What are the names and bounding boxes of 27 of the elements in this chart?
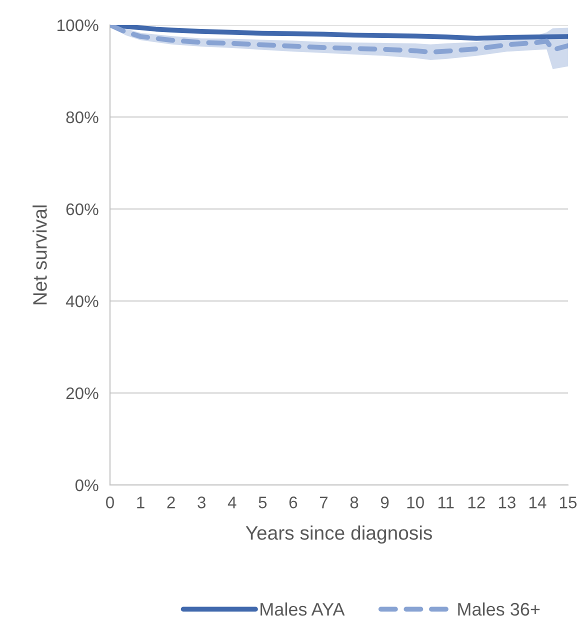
- x-tick-label: 1: [137, 496, 144, 508]
- line-series: [110, 25, 568, 55]
- x-tick-label: 5: [258, 496, 267, 508]
- x-tick-label: 11: [438, 496, 454, 508]
- x-tick-label: 14: [529, 496, 546, 508]
- y-tick-label: 80%: [66, 111, 98, 124]
- y-tick-label: 60%: [66, 203, 98, 216]
- x-tick-label: 10: [407, 496, 424, 508]
- y-tick-label: 40%: [66, 295, 98, 308]
- x-tick-label: 2: [167, 496, 175, 508]
- y-tick-label: 20%: [66, 387, 98, 400]
- legend-label: Males AYA: [260, 602, 345, 616]
- x-tick-label: 13: [498, 496, 516, 508]
- x-tick-label: 9: [380, 496, 389, 508]
- y-tick-label: 0%: [75, 479, 98, 492]
- x-tick-label: 4: [228, 496, 236, 508]
- y-tick-label: 100%: [58, 19, 98, 32]
- x-tick-label: 8: [350, 496, 358, 508]
- x-axis-title: Years since diagnosis: [246, 526, 432, 544]
- x-tick-label: 0: [106, 496, 114, 508]
- x-tick-label: 3: [198, 496, 206, 508]
- x-tick-label: 7: [320, 496, 328, 508]
- x-tick-label: 15: [560, 496, 577, 508]
- x-tick-label: 6: [289, 496, 298, 508]
- legend-label: Males 36+: [458, 602, 540, 616]
- y-axis-title: Net survival: [32, 206, 47, 304]
- x-tick-label: 12: [468, 496, 485, 508]
